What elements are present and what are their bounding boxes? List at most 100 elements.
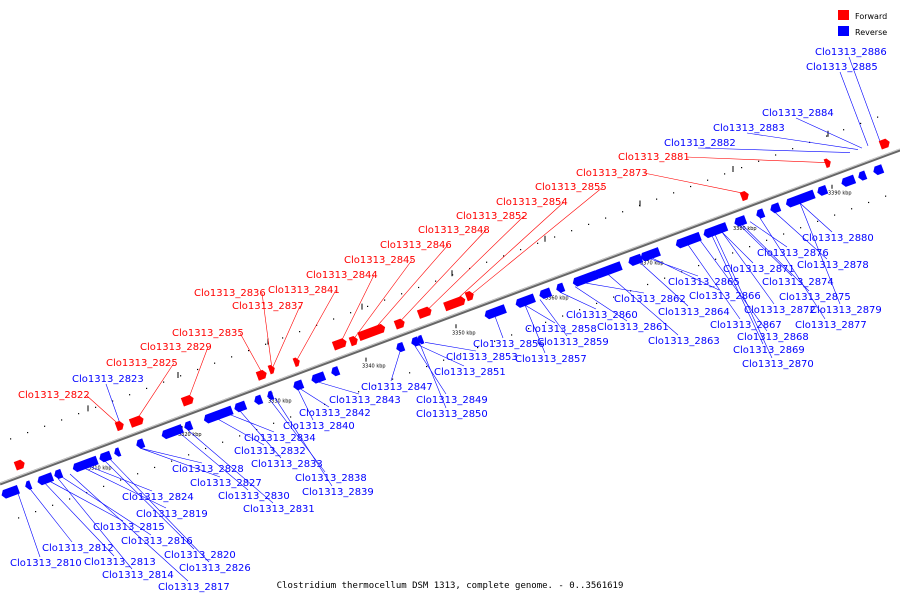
forward-gene-label: Clo1313_2881 <box>618 152 690 163</box>
reverse-gene-shape <box>703 224 723 239</box>
forward-leader <box>271 305 301 370</box>
axis-dot <box>537 242 539 244</box>
reverse-leader <box>574 286 628 322</box>
axis-dot <box>392 378 394 380</box>
reverse-leader <box>524 305 546 354</box>
axis-dot <box>426 365 428 368</box>
reverse-gene-label: Clo1313_2884 <box>762 108 834 119</box>
axis-dot <box>231 356 233 358</box>
legend-forward-label: Forward <box>855 12 887 21</box>
forward-leader <box>371 244 449 333</box>
axis-dot <box>409 372 411 374</box>
tick-label: 3370 kbp <box>640 260 664 266</box>
reverse-gene-label: Clo1313_2840 <box>283 421 355 432</box>
axis-dot <box>78 413 80 415</box>
axis-dot <box>520 249 522 251</box>
reverse-leader <box>179 432 249 491</box>
reverse-gene-label: Clo1313_2864 <box>658 307 730 318</box>
reverse-gene <box>539 287 553 300</box>
reverse-leader <box>424 341 477 352</box>
axis-dot <box>749 246 751 248</box>
forward-gene-shape <box>114 420 124 432</box>
axis-dot <box>103 485 105 487</box>
forward-leader <box>187 346 209 401</box>
reverse-leader <box>639 262 689 307</box>
reverse-gene-shape <box>25 480 33 490</box>
axis-dot <box>120 479 122 481</box>
forward-gene <box>255 369 267 381</box>
reverse-gene <box>184 420 194 431</box>
axis-dot <box>647 283 649 286</box>
reverse-gene <box>841 174 857 187</box>
reverse-gene-label: Clo1313_2830 <box>218 491 290 502</box>
reverse-gene <box>675 231 702 249</box>
forward-gene <box>292 357 300 368</box>
reverse-gene <box>817 184 829 196</box>
forward-leader <box>85 394 121 426</box>
axis-dot <box>868 201 870 204</box>
axis-dot <box>290 416 292 418</box>
reverse-gene-label: Clo1313_2816 <box>121 536 193 547</box>
reverse-gene-shape <box>858 170 868 181</box>
axis-dot <box>877 116 879 118</box>
reverse-leader <box>217 418 265 446</box>
reverse-gene-shape <box>1 484 21 499</box>
reverse-gene <box>331 366 341 377</box>
forward-gene <box>464 291 474 302</box>
reverse-leader <box>721 231 754 264</box>
reverse-gene-shape <box>675 231 702 249</box>
forward-gene-label: Clo1313_2873 <box>576 168 648 179</box>
reverse-gene-label: Clo1313_2882 <box>664 138 736 149</box>
reverse-gene-shape <box>161 424 184 440</box>
reverse-leader <box>714 234 773 359</box>
reverse-leader <box>69 473 189 582</box>
axis-dot <box>180 375 182 377</box>
forward-gene-shape <box>443 296 466 312</box>
forward-gene-shape <box>267 364 275 375</box>
reverse-gene-label: Clo1313_2843 <box>329 395 401 406</box>
forward-gene-label: Clo1313_2837 <box>232 301 304 312</box>
reverse-gene-label: Clo1313_2832 <box>234 446 306 457</box>
reverse-gene-label: Clo1313_2865 <box>668 277 740 288</box>
reverse-gene <box>756 208 766 219</box>
forward-gene-shape <box>393 318 405 330</box>
forward-gene-label: Clo1313_2836 <box>194 288 266 299</box>
reverse-gene <box>515 293 536 308</box>
forward-gene-label: Clo1313_2855 <box>535 182 607 193</box>
forward-gene-shape <box>464 291 474 302</box>
reverse-gene <box>114 447 122 457</box>
axis-line <box>0 148 900 486</box>
forward-gene-shape <box>13 459 25 471</box>
reverse-gene <box>161 424 184 440</box>
reverse-leader <box>57 478 133 570</box>
forward-gene-label: Clo1313_2854 <box>496 197 568 208</box>
forward-leader <box>339 274 375 344</box>
reverse-gene-label: Clo1313_2875 <box>779 292 851 303</box>
axis-dot <box>486 261 488 263</box>
legend: Forward Reverse <box>838 10 887 37</box>
reverse-gene <box>640 247 661 262</box>
tick-label: 3330 kbp <box>268 399 292 405</box>
axis-dot <box>511 334 513 336</box>
reverse-gene-shape <box>539 287 553 300</box>
axis-dot <box>214 362 216 364</box>
axis-dot <box>766 239 768 241</box>
reverse-gene-label: Clo1313_2827 <box>190 478 262 489</box>
axis-dot <box>775 154 777 156</box>
reverse-gene-shape <box>734 215 748 227</box>
axis-dot <box>452 274 454 276</box>
reverse-leader <box>649 258 699 277</box>
reverse-gene-shape <box>556 282 566 293</box>
forward-gene <box>128 415 144 428</box>
reverse-gene-label: Clo1313_2856 <box>473 339 545 350</box>
tick-label: 3350 kbp <box>452 330 476 336</box>
gene-arrows <box>1 138 890 499</box>
forward-gene <box>416 306 432 319</box>
axis-dot <box>358 391 360 393</box>
axis-dot <box>885 195 887 197</box>
forward-gene <box>180 394 194 407</box>
axis-dot <box>783 233 785 235</box>
reverse-leader <box>699 240 768 332</box>
reverse-gene <box>254 394 264 405</box>
reverse-gene <box>770 202 782 214</box>
